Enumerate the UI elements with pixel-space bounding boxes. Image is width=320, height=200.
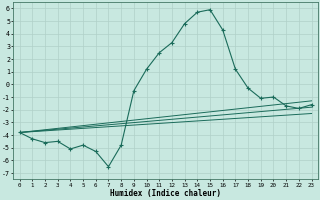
X-axis label: Humidex (Indice chaleur): Humidex (Indice chaleur) — [110, 189, 221, 198]
